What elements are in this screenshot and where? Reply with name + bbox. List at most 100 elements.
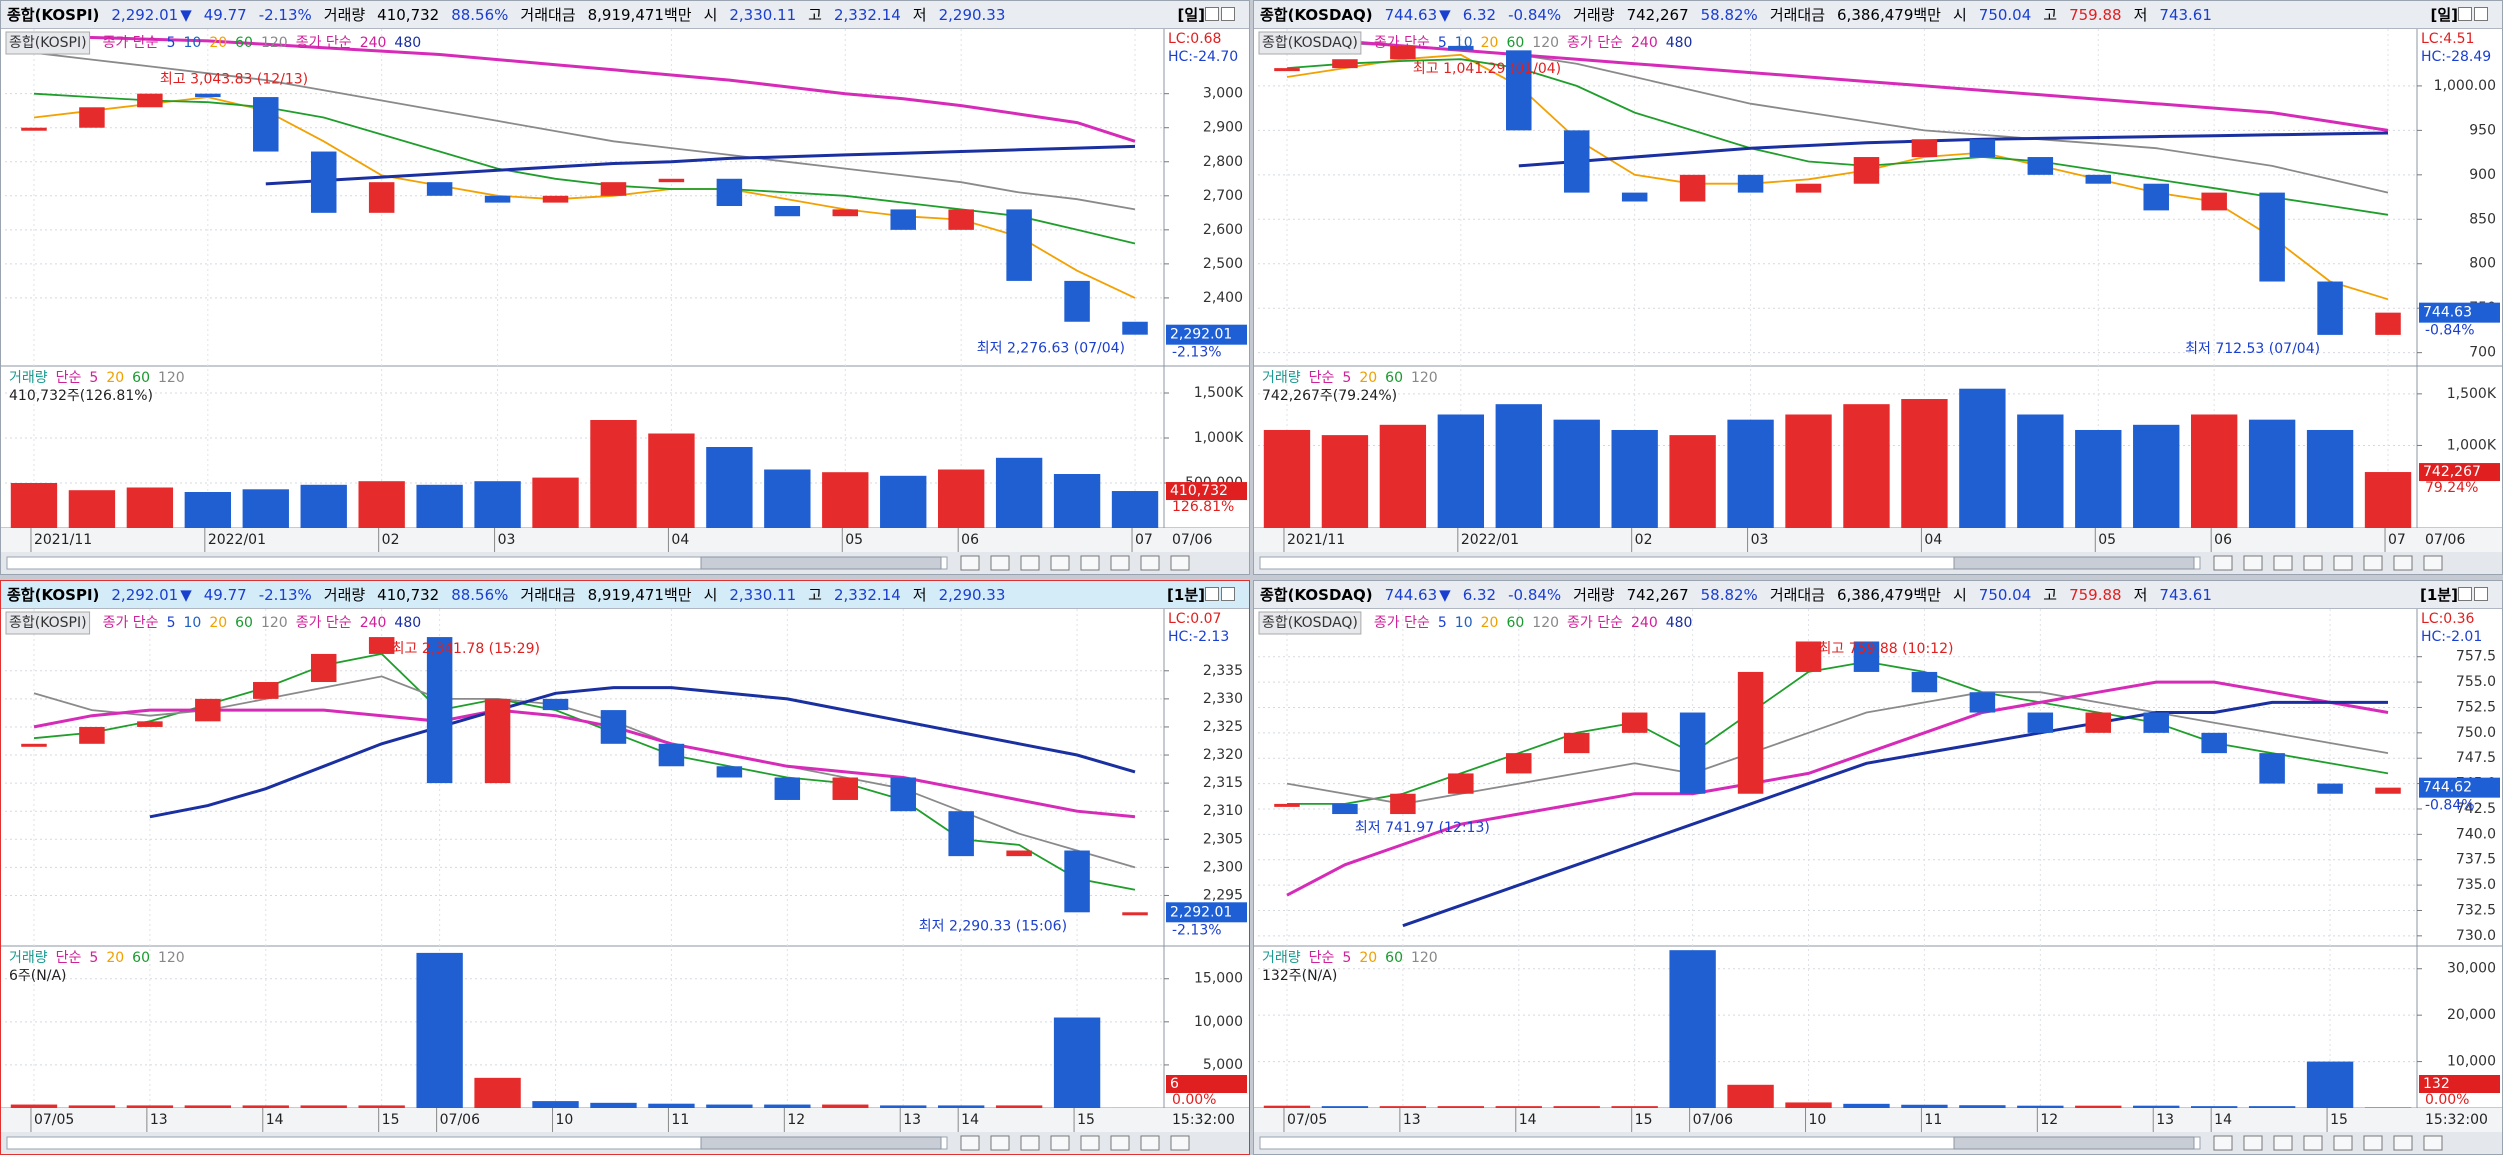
volume-bar	[1437, 1106, 1485, 1108]
toolbar-button[interactable]	[2363, 555, 2383, 571]
candle	[1621, 712, 1648, 733]
volume-note: 410,732주(126.81%)	[9, 388, 153, 404]
toolbar-button[interactable]	[960, 1135, 980, 1151]
x-tick-label: 2022/01	[208, 532, 266, 548]
header-field: 거래량	[323, 586, 366, 604]
period-label[interactable]: [일]	[2430, 6, 2458, 24]
window-button[interactable]	[1221, 7, 1235, 21]
candle	[1122, 912, 1148, 916]
scroll-thumb[interactable]	[1953, 1136, 2195, 1150]
window-button[interactable]	[1205, 587, 1219, 601]
toolbar-button[interactable]	[2243, 1135, 2263, 1151]
toolbar-button[interactable]	[2273, 555, 2293, 571]
volume-bar	[416, 484, 463, 528]
volume-bar	[648, 1103, 695, 1108]
period-label[interactable]: [1분]	[1167, 586, 1205, 604]
y-tick-label: 2,310	[1203, 803, 1243, 819]
toolbar-button[interactable]	[2393, 1135, 2413, 1151]
toolbar-button[interactable]	[2333, 555, 2353, 571]
toolbar-button[interactable]	[1080, 1135, 1100, 1151]
toolbar-button[interactable]	[1140, 1135, 1160, 1151]
period-label[interactable]: [1분]	[2420, 586, 2458, 604]
header-field: 88.56%	[451, 5, 509, 24]
chart-panel[interactable]: 종합(KOSDAQ) 744.63 ▼ 6.32 -0.84% 거래량 742,267 58.…	[1253, 0, 2503, 575]
legend-item: 5	[1438, 615, 1447, 631]
toolbar-button[interactable]	[2213, 555, 2233, 571]
volume-tick-label: 1,000K	[1194, 430, 1244, 446]
toolbar-button[interactable]	[2303, 555, 2323, 571]
legend-item: 120	[1532, 35, 1559, 51]
toolbar-button[interactable]	[2243, 555, 2263, 571]
candle	[2201, 192, 2227, 211]
toolbar-button[interactable]	[2333, 1135, 2353, 1151]
toolbar-button[interactable]	[2393, 555, 2413, 571]
scroll-thumb[interactable]	[700, 1136, 942, 1150]
axis-end-label: 07/06	[1172, 532, 1212, 548]
header-field: 744.63	[1384, 585, 1438, 604]
y-tick-label: 2,330	[1203, 691, 1243, 707]
toolbar-button[interactable]	[1050, 555, 1070, 571]
y-tick-label: 2,600	[1203, 222, 1243, 238]
legend-item: 종가 단순	[296, 615, 352, 631]
window-button[interactable]	[1221, 587, 1235, 601]
legend-item: 60	[235, 615, 253, 631]
toolbar-button[interactable]	[1020, 555, 1040, 571]
volume-legend-item: 5	[1342, 370, 1351, 386]
header-field: 2,292.01	[111, 585, 179, 604]
y-tick-label: 2,300	[1203, 859, 1243, 875]
volume-bar	[358, 1105, 405, 1108]
legend-item: 60	[1506, 35, 1524, 51]
date-axis-background	[1, 1108, 1249, 1132]
x-tick-label: 11	[1924, 1112, 1942, 1128]
volume-legend-item: 단순	[56, 370, 82, 386]
x-tick-label: 02	[382, 532, 400, 548]
legend-item: 120	[261, 35, 288, 51]
volume-change-label: 126.81%	[1172, 499, 1234, 515]
window-button[interactable]	[2474, 587, 2488, 601]
x-tick-label: 15	[2330, 1112, 2348, 1128]
window-button[interactable]	[2474, 7, 2488, 21]
toolbar-button[interactable]	[960, 555, 980, 571]
candle	[195, 93, 221, 98]
window-button[interactable]	[2458, 587, 2472, 601]
toolbar-button[interactable]	[1080, 555, 1100, 571]
toolbar-button[interactable]	[1170, 1135, 1190, 1151]
toolbar-button[interactable]	[2273, 1135, 2293, 1151]
toolbar-button[interactable]	[2423, 1135, 2443, 1151]
scroll-thumb[interactable]	[700, 556, 942, 570]
toolbar-button[interactable]	[990, 555, 1010, 571]
header-field: 2,332.14	[833, 5, 901, 24]
candle	[1006, 209, 1032, 281]
date-axis-background	[1254, 528, 2502, 552]
legend-box	[5, 31, 91, 55]
toolbar-button[interactable]	[1140, 555, 1160, 571]
legend-item: 20	[209, 35, 227, 51]
volume-tick-label: 10,000	[1194, 1014, 1243, 1030]
x-tick-label: 04	[671, 532, 689, 548]
x-tick-label: 07/05	[1287, 1112, 1327, 1128]
toolbar-button[interactable]	[2363, 1135, 2383, 1151]
toolbar-button[interactable]	[2213, 1135, 2233, 1151]
x-tick-label: 12	[2040, 1112, 2058, 1128]
axis-end-label: 15:32:00	[2425, 1112, 2488, 1128]
toolbar-button[interactable]	[2303, 1135, 2323, 1151]
header-field: 저	[912, 6, 927, 24]
chart-panel[interactable]: 종합(KOSDAQ) 744.63 ▼ 6.32 -0.84% 거래량 742,267 58.…	[1253, 580, 2503, 1155]
volume-legend-item: 5	[89, 950, 98, 966]
toolbar-button[interactable]	[2423, 555, 2443, 571]
header-field: 743.61	[2159, 585, 2212, 604]
volume-bar	[995, 1105, 1043, 1108]
window-button[interactable]	[1205, 7, 1219, 21]
window-button[interactable]	[2458, 7, 2472, 21]
scroll-thumb[interactable]	[1953, 556, 2195, 570]
toolbar-button[interactable]	[1110, 555, 1130, 571]
chart-panel[interactable]: 종합(KOSPI) 2,292.01 ▼ 49.77 -2.13% 거래량 410,732 8…	[0, 580, 1250, 1155]
toolbar-button[interactable]	[1170, 555, 1190, 571]
toolbar-button[interactable]	[990, 1135, 1010, 1151]
chart-panel[interactable]: 종합(KOSPI) 2,292.01 ▼ 49.77 -2.13% 거래량 410,732 8…	[0, 0, 1250, 575]
toolbar-button[interactable]	[1110, 1135, 1130, 1151]
period-label[interactable]: [일]	[1177, 6, 1205, 24]
toolbar-button[interactable]	[1020, 1135, 1040, 1151]
volume-bar	[1611, 429, 1658, 528]
toolbar-button[interactable]	[1050, 1135, 1070, 1151]
